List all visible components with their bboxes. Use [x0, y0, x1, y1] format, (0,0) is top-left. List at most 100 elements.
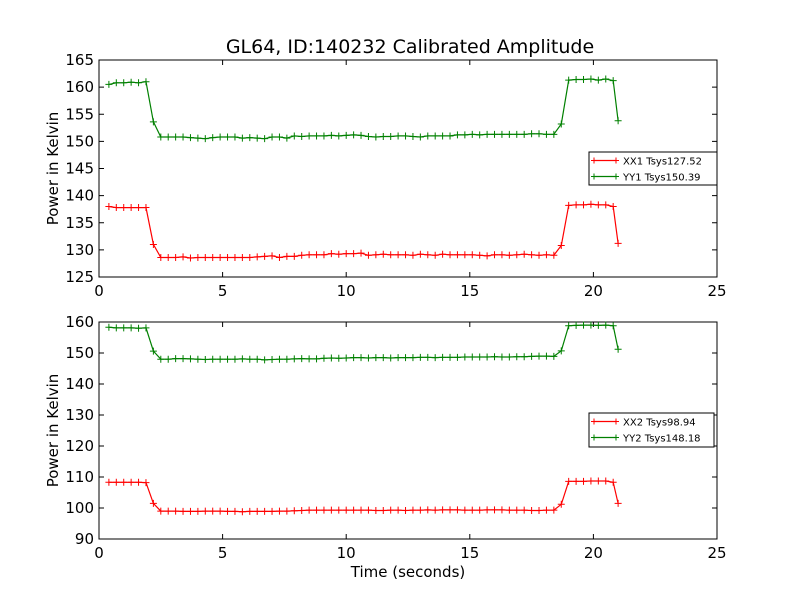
data-point — [468, 130, 476, 138]
data-point — [105, 323, 113, 331]
data-point — [461, 353, 469, 361]
data-point — [594, 76, 602, 84]
data-point — [453, 353, 461, 361]
data-point — [461, 506, 469, 514]
data-point — [179, 507, 187, 515]
data-point — [283, 134, 291, 142]
data-point — [394, 132, 402, 140]
data-point — [209, 253, 217, 261]
data-point — [253, 355, 261, 363]
data-point — [327, 131, 335, 139]
data-point — [313, 355, 321, 363]
data-point — [350, 131, 358, 139]
data-point — [364, 251, 372, 259]
data-point — [201, 356, 209, 364]
data-point — [409, 251, 417, 259]
data-point — [275, 253, 283, 261]
x-tick-label: 15 — [460, 282, 479, 300]
data-point — [557, 242, 565, 250]
data-point — [179, 355, 187, 363]
y-tick-label: 125 — [65, 268, 94, 286]
data-point — [320, 506, 328, 514]
legend-box — [588, 412, 715, 448]
data-point — [350, 506, 358, 514]
data-point — [439, 132, 447, 140]
data-point — [446, 506, 454, 514]
data-point — [120, 324, 128, 332]
data-point — [565, 477, 573, 485]
x-axis-label: Time (seconds) — [350, 563, 466, 581]
y-tick-label: 90 — [75, 530, 94, 548]
data-point — [216, 253, 224, 261]
data-point — [231, 133, 239, 141]
data-point — [112, 204, 120, 212]
data-point — [372, 251, 380, 259]
data-point — [268, 252, 276, 260]
data-point — [580, 76, 588, 84]
data-point — [224, 133, 232, 141]
x-tick-label: 20 — [584, 544, 603, 562]
data-point — [513, 130, 521, 138]
data-point — [120, 478, 128, 486]
series-yy1 — [105, 75, 622, 143]
data-point — [372, 506, 380, 514]
y-tick-label: 140 — [65, 187, 94, 205]
y-tick-label: 100 — [65, 499, 94, 517]
data-point — [112, 478, 120, 486]
data-point — [290, 507, 298, 515]
data-point — [246, 134, 254, 142]
data-point — [557, 500, 565, 508]
data-point — [216, 133, 224, 141]
data-point — [431, 251, 439, 259]
data-point — [157, 133, 165, 141]
data-point — [453, 131, 461, 139]
data-point — [513, 506, 521, 514]
data-point — [572, 321, 580, 329]
data-point — [446, 132, 454, 140]
data-point — [283, 355, 291, 363]
data-point — [424, 251, 432, 259]
data-point — [320, 251, 328, 259]
data-point — [268, 133, 276, 141]
data-point — [357, 506, 365, 514]
data-point — [505, 353, 513, 361]
data-point — [364, 506, 372, 514]
data-point — [283, 507, 291, 515]
data-point — [394, 354, 402, 362]
axes-frame — [98, 321, 718, 540]
data-point — [261, 252, 269, 260]
data-point — [505, 130, 513, 138]
data-point — [120, 79, 128, 87]
data-point — [120, 204, 128, 212]
data-point — [580, 321, 588, 329]
data-point — [483, 506, 491, 514]
data-point — [483, 252, 491, 260]
legend-label: YY2 Tsys148.18 — [622, 434, 701, 445]
x-tick-label: 10 — [337, 544, 356, 562]
legend-marker — [591, 418, 619, 425]
data-point — [298, 132, 306, 140]
data-point — [602, 321, 610, 329]
data-point — [335, 354, 343, 362]
data-point — [535, 352, 543, 360]
data-point — [149, 499, 157, 507]
data-point — [505, 251, 513, 259]
data-point — [468, 353, 476, 361]
data-point — [468, 251, 476, 259]
data-point — [572, 477, 580, 485]
x-tick-label: 15 — [460, 544, 479, 562]
data-point — [580, 201, 588, 209]
data-point — [342, 131, 350, 139]
series-line — [108, 324, 619, 361]
data-point — [298, 506, 306, 514]
data-point — [439, 506, 447, 514]
data-point — [127, 478, 135, 486]
data-point — [357, 131, 365, 139]
data-point — [342, 354, 350, 362]
data-point — [105, 478, 113, 486]
y-tick-label: 145 — [65, 160, 94, 178]
data-point — [342, 250, 350, 258]
x-tick-label: 25 — [707, 282, 726, 300]
data-point — [594, 477, 602, 485]
data-point — [142, 78, 150, 86]
